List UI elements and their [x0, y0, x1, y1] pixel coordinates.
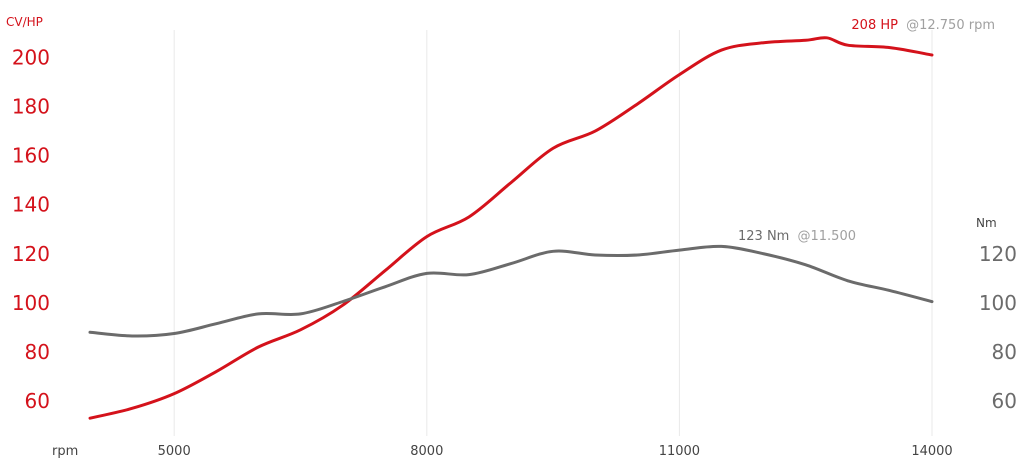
- x-axis-label: rpm: [52, 444, 78, 459]
- y-right-tick-60: 60: [992, 389, 1017, 413]
- axis-ticks: 5000 8000 11000 14000 60 80 100 120 140 160 180 200…: [12, 45, 1017, 459]
- grid: [173, 30, 933, 436]
- x-tick-8000: 8000: [410, 444, 443, 459]
- power-peak-rpm: @12.750 rpm: [906, 18, 995, 33]
- y-left-unit-label: CV/HP: [6, 15, 43, 29]
- y-left-tick-160: 160: [12, 144, 50, 168]
- y-right-tick-100: 100: [979, 291, 1017, 315]
- y-left-tick-60: 60: [25, 389, 50, 413]
- y-left-tick-180: 180: [12, 95, 50, 119]
- torque-peak-rpm: @11.500: [798, 229, 857, 244]
- y-left-tick-100: 100: [12, 291, 50, 315]
- series: [88, 36, 934, 420]
- y-right-unit-label: Nm: [976, 216, 997, 230]
- y-left-tick-120: 120: [12, 242, 50, 266]
- torque-peak-annotation: 123 Nm @11.500: [738, 229, 856, 244]
- torque-curve-line: [88, 244, 934, 338]
- torque-peak-value: 123 Nm: [738, 229, 789, 244]
- x-tick-5000: 5000: [158, 444, 191, 459]
- x-tick-14000: 14000: [911, 444, 952, 459]
- y-left-tick-80: 80: [25, 340, 50, 364]
- power-peak-value: 208 HP: [851, 18, 898, 33]
- x-tick-11000: 11000: [659, 444, 700, 459]
- y-left-tick-200: 200: [12, 45, 50, 69]
- power-curve-line: [88, 36, 934, 420]
- y-left-tick-140: 140: [12, 193, 50, 217]
- y-right-tick-80: 80: [992, 340, 1017, 364]
- power-peak-annotation: 208 HP @12.750 rpm: [851, 18, 995, 33]
- y-right-tick-120: 120: [979, 242, 1017, 266]
